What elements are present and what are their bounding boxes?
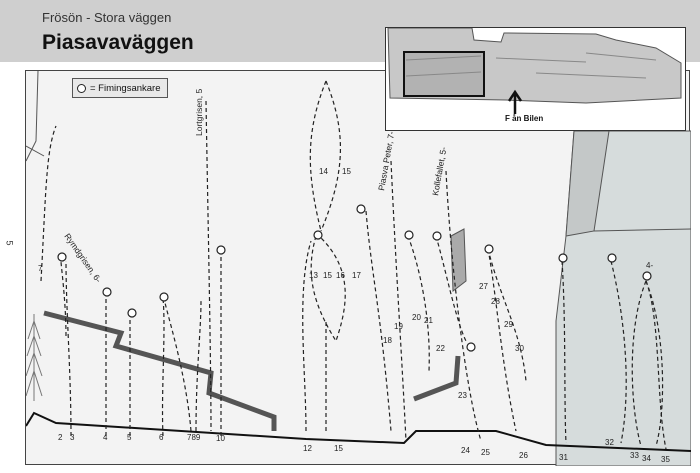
anchor-marker bbox=[642, 271, 652, 281]
anchor-marker bbox=[558, 253, 568, 263]
anchor-marker bbox=[313, 230, 323, 240]
route-line bbox=[195, 300, 202, 432]
anchor-marker bbox=[216, 245, 226, 255]
route-line bbox=[205, 100, 212, 432]
slab-seam bbox=[593, 228, 691, 232]
overview-drawing bbox=[387, 27, 682, 114]
base-route-number: 33 bbox=[630, 451, 639, 460]
anchor-icon bbox=[77, 83, 86, 93]
route-line bbox=[407, 235, 430, 372]
route-number: 21 bbox=[424, 316, 433, 325]
route-number: 17 bbox=[352, 271, 361, 280]
base-route-number: 789 bbox=[187, 433, 201, 442]
anchors bbox=[57, 204, 652, 352]
overview-inset bbox=[385, 27, 686, 131]
route-number: 27 bbox=[479, 282, 488, 291]
route-line bbox=[561, 260, 567, 444]
route-line bbox=[163, 297, 192, 432]
route-line bbox=[302, 240, 312, 432]
anchor-marker bbox=[127, 308, 137, 318]
route-name-label: Piasva Peter, 7- bbox=[376, 130, 396, 191]
base-route-number: 4 bbox=[103, 433, 108, 442]
arrow-icon bbox=[507, 89, 523, 114]
inset-caption: F ån Bilen bbox=[505, 114, 544, 123]
route-number: 16 bbox=[336, 271, 345, 280]
side-grade-label: 5 bbox=[4, 240, 15, 246]
route-line bbox=[610, 260, 627, 444]
route-line bbox=[365, 210, 392, 432]
base-route-number: 2 bbox=[58, 433, 63, 442]
route-number: 23 bbox=[458, 391, 467, 400]
route-line bbox=[435, 235, 467, 342]
left-crack bbox=[26, 71, 39, 162]
route-line bbox=[60, 260, 67, 337]
overview-strata bbox=[405, 52, 657, 79]
ledge-2 bbox=[413, 355, 461, 402]
anchor-marker bbox=[607, 253, 617, 263]
anchor-marker bbox=[159, 292, 169, 302]
route-number: 20 bbox=[412, 313, 421, 322]
route-name-label: Rymdgrisen, 6- bbox=[62, 231, 103, 284]
route-number: 19 bbox=[394, 322, 403, 331]
left-crack-2 bbox=[26, 145, 45, 157]
base-route-number: 31 bbox=[559, 453, 568, 462]
base-route-number: 6 bbox=[159, 433, 164, 442]
base-route-number: 35 bbox=[661, 455, 670, 464]
route-line bbox=[645, 280, 667, 450]
anchor-marker bbox=[356, 204, 366, 214]
route-line bbox=[390, 160, 407, 442]
route-number: 29 bbox=[504, 320, 513, 329]
route-name-label: Lortgrisen, 5 bbox=[194, 88, 204, 136]
route-number: 4- bbox=[646, 261, 653, 270]
route-line bbox=[309, 80, 327, 232]
route-number: 13 bbox=[309, 271, 318, 280]
anchor-marker bbox=[466, 342, 476, 352]
route-line bbox=[320, 80, 342, 232]
route-number: 14 bbox=[319, 167, 328, 176]
base-route-number: 12 bbox=[303, 444, 312, 453]
base-route-number: 26 bbox=[519, 451, 528, 460]
route-number: 18 bbox=[383, 336, 392, 345]
topo-map: Rymdgrisen, 6- Lortgrisen, 5 Piasva Peter,… bbox=[25, 70, 691, 466]
route-number: 7 bbox=[38, 264, 43, 273]
legend-label: = Fimingsankare bbox=[90, 82, 161, 94]
route-number: 22 bbox=[436, 344, 445, 353]
route-line bbox=[161, 297, 165, 437]
route-number: 28 bbox=[491, 297, 500, 306]
base-route-number: 15 bbox=[334, 444, 343, 453]
anchor-marker bbox=[484, 244, 494, 254]
anchor-marker bbox=[432, 231, 442, 241]
route-lines bbox=[40, 80, 667, 450]
legend-box: = Fimingsankare bbox=[72, 78, 168, 98]
base-route-number: 5 bbox=[127, 433, 132, 442]
route-line bbox=[310, 235, 346, 343]
anchor-marker bbox=[404, 230, 414, 240]
area-subtitle: Frösön - Stora väggen bbox=[42, 10, 172, 25]
route-line bbox=[40, 125, 57, 282]
base-route-number: 32 bbox=[605, 438, 614, 447]
route-line bbox=[65, 260, 72, 437]
route-line bbox=[487, 248, 527, 382]
route-number: 15 bbox=[342, 167, 351, 176]
tree-icon bbox=[26, 314, 43, 401]
base-route-number: 3 bbox=[70, 433, 75, 442]
ground-line bbox=[26, 411, 691, 452]
base-route-number: 10 bbox=[216, 434, 225, 443]
anchor-marker bbox=[102, 287, 112, 297]
wall-title: Piasavaväggen bbox=[42, 31, 194, 54]
base-route-number: 34 bbox=[642, 454, 651, 463]
topo-drawing: Rymdgrisen, 6- Lortgrisen, 5 Piasva Peter,… bbox=[26, 71, 691, 466]
route-number: 30 bbox=[515, 344, 524, 353]
rock-flake bbox=[450, 228, 467, 292]
anchor-marker bbox=[57, 252, 67, 262]
ledge-1 bbox=[43, 310, 277, 431]
route-line bbox=[487, 248, 517, 432]
base-route-number: 24 bbox=[461, 446, 470, 455]
route-line bbox=[445, 170, 482, 442]
base-route-number: 25 bbox=[481, 448, 490, 457]
route-number: 15 bbox=[323, 271, 332, 280]
